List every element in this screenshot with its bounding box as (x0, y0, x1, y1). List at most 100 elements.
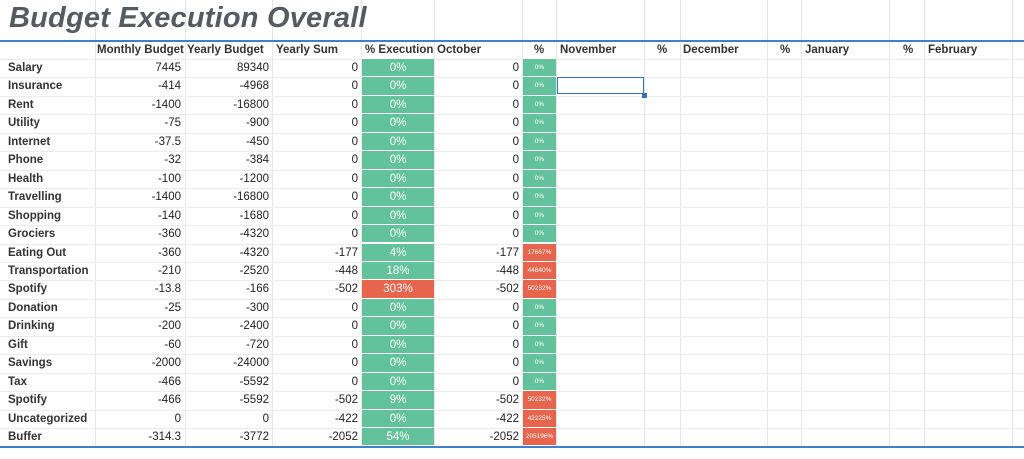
monthly-budget-cell[interactable]: -314.3 (148, 431, 181, 443)
row-label[interactable]: Phone (8, 154, 44, 167)
header-november[interactable]: November (560, 44, 617, 56)
row-label[interactable]: Uncategorized (8, 412, 88, 425)
table-row[interactable]: Travelling -1400 -16800 0 0% 0 0% (0, 188, 1024, 207)
yearly-budget-cell[interactable]: 89340 (237, 62, 269, 74)
october-cell[interactable]: 0 (512, 209, 519, 222)
execution-cell[interactable]: 0% (362, 206, 434, 226)
header-october[interactable]: October (437, 44, 482, 56)
table-row[interactable]: Donation -25 -300 0 0% 0 0% (0, 298, 1024, 318)
execution-cell[interactable]: 0% (362, 225, 434, 244)
monthly-budget-cell[interactable]: -2000 (151, 357, 181, 370)
execution-cell[interactable]: 0% (362, 59, 434, 78)
yearly-budget-cell[interactable]: -16800 (233, 191, 269, 204)
header-december[interactable]: December (683, 44, 739, 56)
execution-cell[interactable]: 54% (362, 428, 434, 447)
fill-handle[interactable] (642, 93, 647, 98)
october-cell[interactable]: 0 (512, 117, 519, 130)
yearly-budget-cell[interactable]: -3772 (239, 431, 269, 443)
october-pct-cell[interactable]: 0% (523, 59, 556, 78)
table-row[interactable]: Eating Out -360 -4320 -177 4% -177 17667% (0, 243, 1024, 262)
monthly-budget-cell[interactable]: -210 (157, 264, 181, 277)
october-cell[interactable]: -177 (495, 246, 519, 259)
october-cell[interactable]: 0 (512, 375, 519, 388)
row-label[interactable]: Eating Out (8, 246, 67, 259)
october-pct-cell[interactable]: 0% (523, 372, 556, 392)
row-label[interactable]: Grociers (8, 228, 56, 241)
yearly-sum-cell[interactable]: 0 (351, 338, 358, 351)
header-november-pct[interactable]: % (657, 44, 668, 56)
yearly-sum-cell[interactable]: 0 (351, 228, 358, 241)
october-cell[interactable]: -502 (495, 394, 519, 407)
october-cell[interactable]: -422 (495, 412, 519, 425)
yearly-budget-cell[interactable]: -720 (245, 338, 269, 351)
execution-cell[interactable]: 0% (362, 132, 434, 152)
october-cell[interactable]: 0 (512, 172, 519, 185)
header-december-pct[interactable]: % (780, 44, 791, 56)
spreadsheet-grid[interactable]: Monthly Budget Yearly Budget Yearly Sum … (0, 42, 1024, 447)
row-label[interactable]: Shopping (8, 209, 62, 222)
october-pct-cell[interactable]: 0% (523, 225, 556, 244)
october-pct-cell[interactable]: 0% (523, 169, 556, 189)
yearly-sum-cell[interactable]: 0 (351, 98, 358, 111)
table-row[interactable]: Savings -2000 -24000 0 0% 0 0% (0, 354, 1024, 373)
yearly-budget-cell[interactable]: -5592 (239, 394, 269, 407)
yearly-sum-cell[interactable]: 0 (351, 135, 358, 148)
table-row[interactable]: Spotify -13.8 -166 -502 303% -502 50232% (0, 280, 1024, 299)
table-row[interactable]: Spotify -466 -5592 -502 9% -502 50232% (0, 391, 1024, 410)
table-row[interactable]: Insurance -414 -4968 0 0% 0 0% (0, 77, 1024, 96)
header-monthly-budget[interactable]: Monthly Budget (97, 44, 184, 56)
october-cell[interactable]: 0 (512, 357, 519, 370)
october-cell[interactable]: 0 (512, 135, 519, 148)
yearly-sum-cell[interactable]: 0 (351, 357, 358, 370)
yearly-sum-cell[interactable]: 0 (351, 191, 358, 204)
october-pct-cell[interactable]: 0% (523, 335, 556, 355)
execution-cell[interactable]: 0% (362, 114, 434, 133)
execution-cell[interactable]: 0% (362, 188, 434, 207)
table-row[interactable]: Gift -60 -720 0 0% 0 0% (0, 335, 1024, 355)
october-pct-cell[interactable]: 0% (523, 77, 556, 96)
table-row[interactable]: Utility -75 -900 0 0% 0 0% (0, 114, 1024, 133)
yearly-sum-cell[interactable]: 0 (351, 117, 358, 130)
monthly-budget-cell[interactable]: 0 (174, 412, 181, 425)
row-label[interactable]: Transportation (8, 264, 89, 277)
row-label[interactable]: Spotify (8, 394, 47, 407)
table-row[interactable]: Shopping -140 -1680 0 0% 0 0% (0, 206, 1024, 226)
yearly-budget-cell[interactable]: -5592 (239, 375, 269, 388)
yearly-sum-cell[interactable]: 0 (351, 62, 358, 74)
yearly-sum-cell[interactable]: 0 (351, 154, 358, 167)
header-execution[interactable]: % Execution (365, 44, 434, 56)
monthly-budget-cell[interactable]: -200 (157, 320, 181, 333)
row-label[interactable]: Drinking (8, 320, 55, 333)
execution-cell[interactable]: 0% (362, 298, 434, 318)
october-cell[interactable]: 0 (512, 62, 519, 74)
table-row[interactable]: Tax -466 -5592 0 0% 0 0% (0, 372, 1024, 392)
row-label[interactable]: Tax (8, 375, 27, 388)
october-cell[interactable]: -2052 (489, 431, 519, 443)
monthly-budget-cell[interactable]: -37.5 (154, 135, 181, 148)
october-cell[interactable]: 0 (512, 191, 519, 204)
october-pct-cell[interactable]: 50232% (523, 280, 556, 299)
yearly-sum-cell[interactable]: 0 (351, 80, 358, 93)
monthly-budget-cell[interactable]: -140 (157, 209, 181, 222)
monthly-budget-cell[interactable]: -13.8 (154, 283, 181, 296)
row-label[interactable]: Spotify (8, 283, 47, 296)
header-yearly-sum[interactable]: Yearly Sum (276, 44, 339, 56)
header-january[interactable]: January (805, 44, 850, 56)
row-label[interactable]: Insurance (8, 80, 63, 93)
execution-cell[interactable]: 0% (362, 169, 434, 189)
yearly-sum-cell[interactable]: -422 (334, 412, 358, 425)
yearly-sum-cell[interactable]: 0 (351, 172, 358, 185)
execution-cell[interactable]: 18% (362, 261, 434, 281)
execution-cell[interactable]: 0% (362, 77, 434, 96)
table-row[interactable]: Drinking -200 -2400 0 0% 0 0% (0, 317, 1024, 336)
monthly-budget-cell[interactable]: -1400 (151, 191, 181, 204)
table-row[interactable]: Phone -32 -384 0 0% 0 0% (0, 151, 1024, 170)
monthly-budget-cell[interactable]: -25 (164, 301, 181, 314)
execution-cell[interactable]: 303% (362, 280, 434, 299)
row-label[interactable]: Rent (8, 98, 34, 111)
yearly-sum-cell[interactable]: -448 (334, 264, 358, 277)
yearly-budget-cell[interactable]: 0 (262, 412, 269, 425)
table-row[interactable]: Grociers -360 -4320 0 0% 0 0% (0, 225, 1024, 244)
execution-cell[interactable]: 0% (362, 317, 434, 336)
header-yearly-budget[interactable]: Yearly Budget (187, 44, 264, 56)
